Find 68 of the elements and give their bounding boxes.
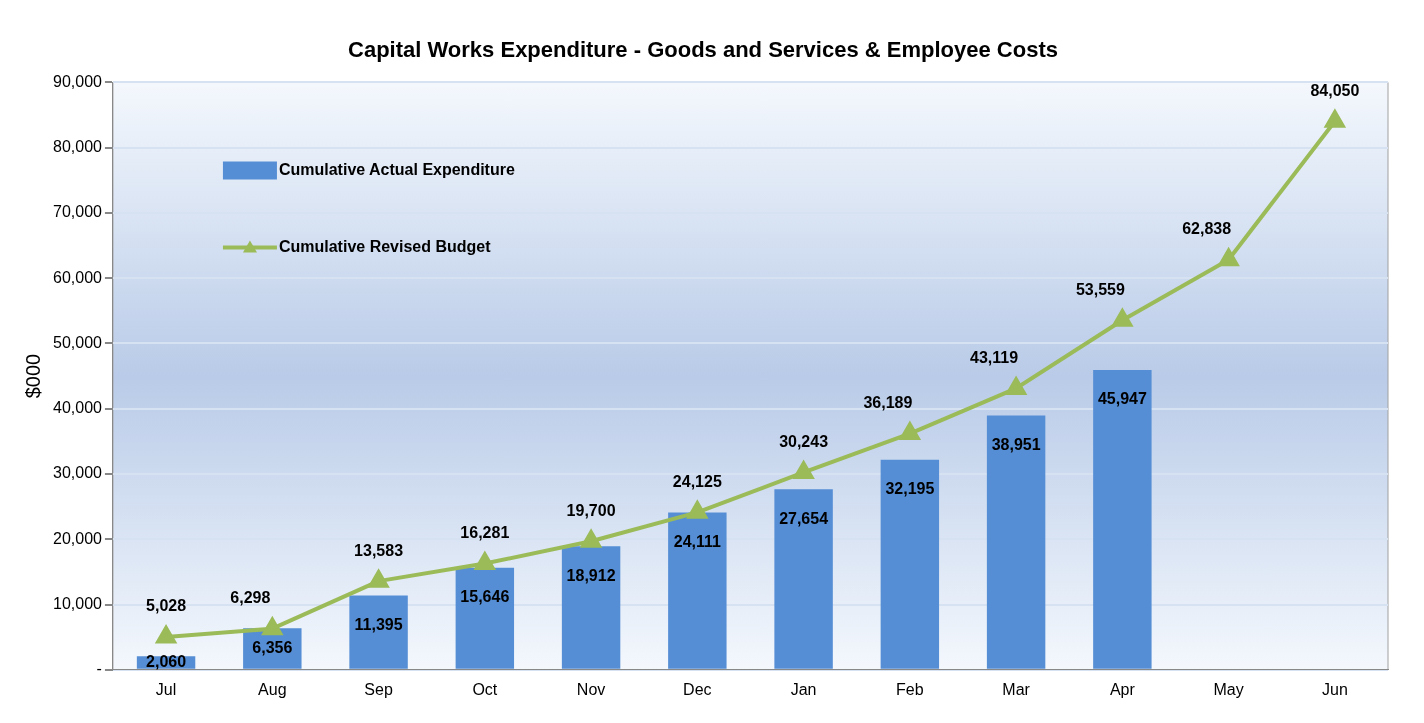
data-label: 16,281 — [460, 523, 510, 541]
x-tick-label: Oct — [472, 680, 498, 698]
y-tick-label: 60,000 — [53, 268, 103, 286]
point — [1325, 110, 1345, 128]
point — [1218, 246, 1240, 267]
x-tick-label: Jun — [1321, 680, 1348, 698]
point — [368, 570, 389, 588]
y-tick-label: 30,000 — [53, 464, 103, 482]
point — [473, 550, 496, 571]
data-label: 24,111 — [673, 532, 722, 550]
y-tick-label: 20,000 — [53, 529, 103, 547]
data-label: 19,700 — [566, 501, 616, 519]
bar — [986, 415, 1046, 669]
y-tick-label: 50,000 — [53, 333, 103, 351]
data-label: 84,050 — [1310, 81, 1360, 99]
x-tick-label: Nov — [576, 680, 606, 698]
point — [1112, 309, 1133, 327]
point — [899, 420, 921, 441]
data-label: 13,583 — [354, 541, 404, 559]
y-tick-label: 90,000 — [53, 72, 103, 90]
point — [1006, 377, 1026, 395]
data-label: 45,947 — [1097, 390, 1147, 408]
x-tick-label: Aug — [258, 680, 287, 698]
x-tick-label: Dec — [683, 680, 712, 698]
point — [687, 501, 708, 519]
y-tick-label: - — [96, 660, 102, 678]
bar — [880, 459, 940, 669]
bar — [349, 595, 408, 669]
data-label: 24,125 — [672, 472, 722, 490]
data-label: 43,119 — [970, 348, 1019, 366]
point — [261, 615, 284, 636]
data-label: 6,356 — [252, 638, 293, 656]
x-tick-label: Jul — [155, 680, 177, 698]
data-label: 36,189 — [863, 394, 913, 412]
bar — [1093, 369, 1152, 669]
point — [156, 625, 176, 644]
data-label: 6,298 — [230, 589, 271, 607]
y-tick-label: 10,000 — [53, 594, 103, 612]
legend-label: Cumulative Revised Budget — [278, 237, 492, 255]
y-tick-label: 80,000 — [53, 138, 103, 156]
x-tick-label: Sep — [364, 680, 393, 698]
data-label: 62,838 — [1182, 220, 1232, 238]
y-tick-label: 70,000 — [53, 203, 103, 221]
y-axis-title: $000 — [21, 353, 44, 399]
chart-title: Capital Works Expenditure - Goods and Services & Employee Costs — [348, 37, 1058, 63]
data-label: 2,060 — [146, 652, 187, 670]
x-tick-label: Jan — [790, 680, 817, 698]
point — [793, 461, 814, 479]
bar — [561, 546, 621, 669]
x-tick-label: Feb — [896, 680, 924, 698]
data-label: 38,951 — [991, 435, 1041, 453]
point — [581, 530, 601, 548]
bar — [455, 567, 515, 669]
data-label: 15,646 — [460, 588, 510, 606]
data-label: 5,028 — [146, 597, 187, 615]
legend-label: Cumulative Actual Expenditure — [278, 160, 515, 178]
data-label: 18,912 — [566, 566, 616, 584]
data-label: 30,243 — [779, 432, 829, 450]
bar — [668, 512, 727, 669]
y-tick-label: 40,000 — [53, 399, 103, 417]
data-label: 32,195 — [885, 480, 935, 498]
data-label: 53,559 — [1075, 280, 1125, 298]
data-label: 27,654 — [779, 509, 829, 527]
bar — [774, 489, 833, 669]
x-tick-label: May — [1213, 680, 1244, 698]
x-tick-label: Mar — [1002, 680, 1031, 698]
data-label: 11,395 — [354, 615, 403, 633]
x-tick-label: Apr — [1109, 680, 1136, 698]
